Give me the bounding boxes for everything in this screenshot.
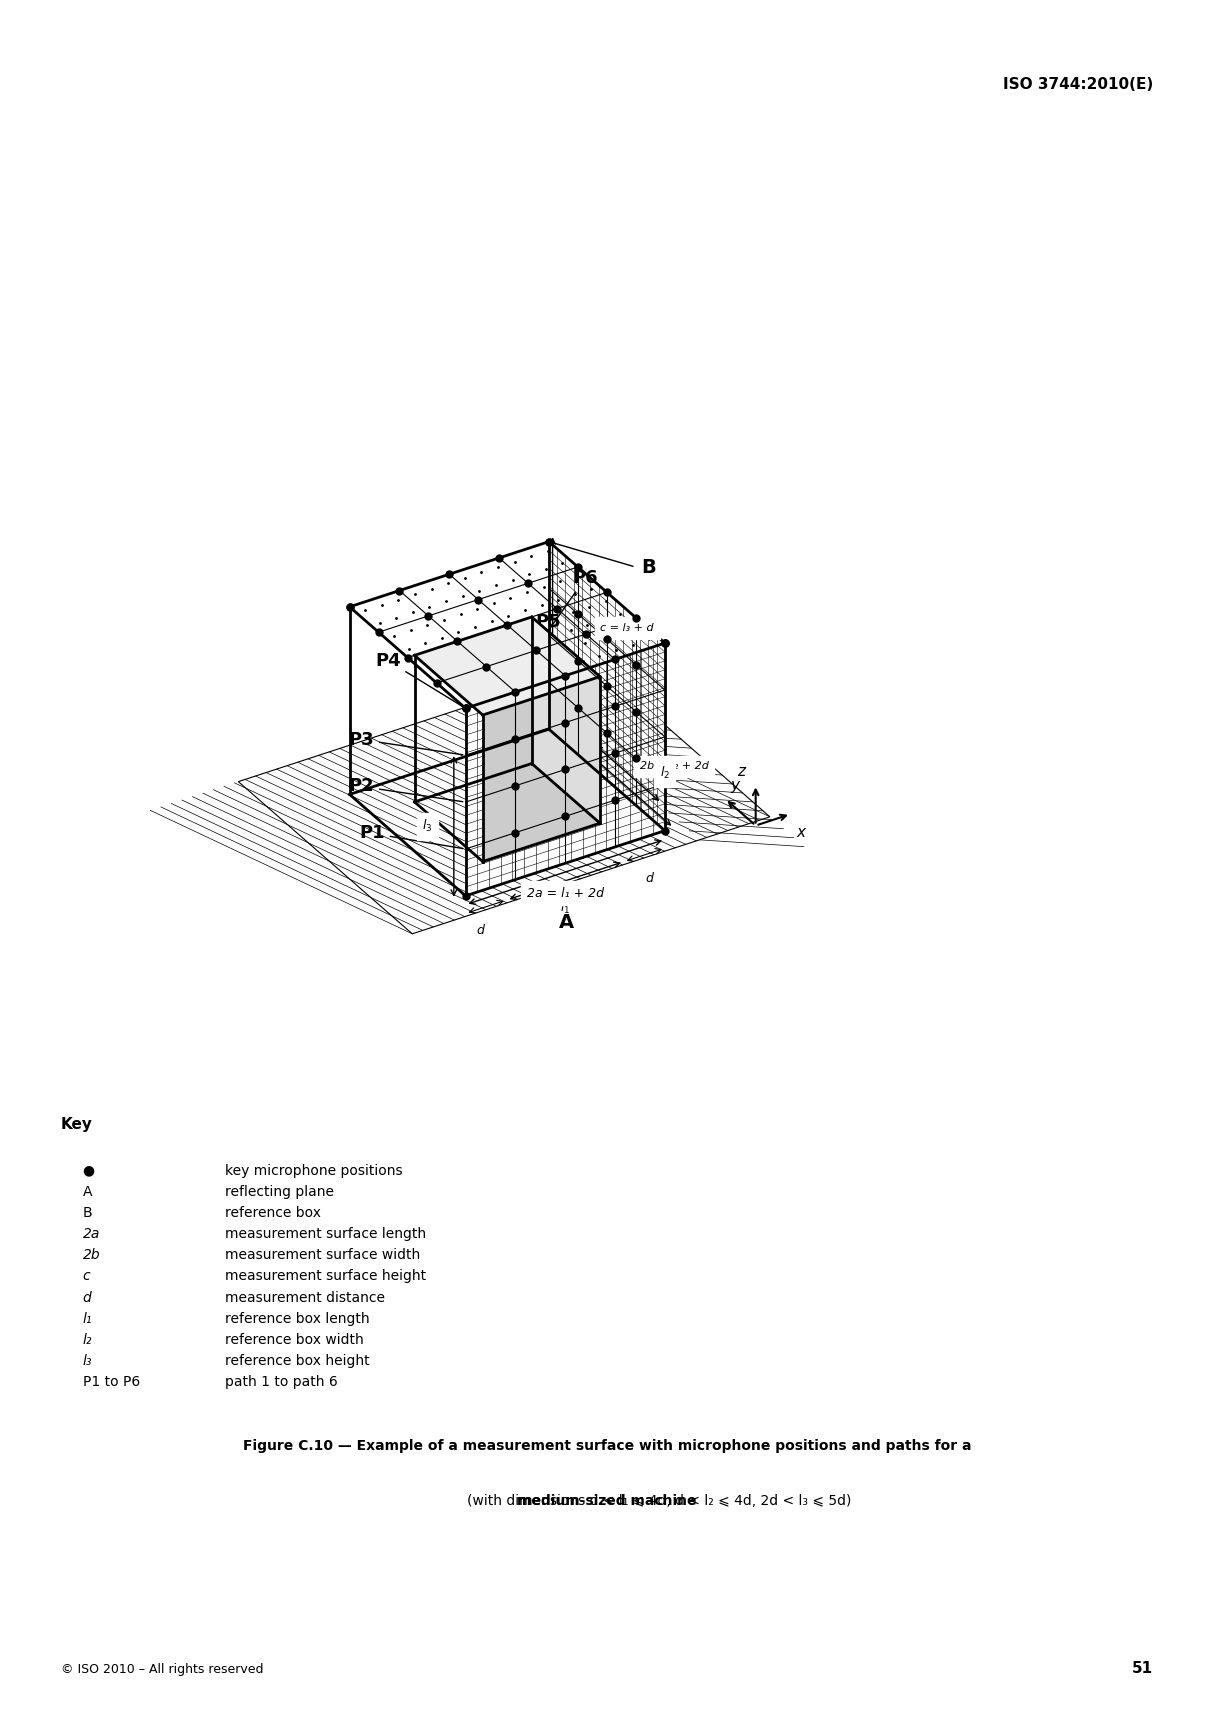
Text: $d$: $d$ [645, 872, 654, 885]
Polygon shape [414, 617, 600, 715]
Polygon shape [483, 677, 600, 861]
Text: reference box height: reference box height [225, 1355, 369, 1368]
Polygon shape [350, 541, 665, 708]
Text: y: y [731, 779, 739, 794]
Text: A: A [560, 913, 574, 932]
Text: (with dimensions d < l₁ ⩽ 4d, d < l₂ ⩽ 4d, 2d < l₃ ⩽ 5d): (with dimensions d < l₁ ⩽ 4d, d < l₂ ⩽ 4… [362, 1494, 852, 1508]
Text: key microphone positions: key microphone positions [225, 1164, 402, 1178]
Text: reflecting plane: reflecting plane [225, 1184, 334, 1198]
Text: P1: P1 [359, 825, 463, 849]
Text: $l_3$: $l_3$ [422, 818, 432, 834]
Text: P3: P3 [348, 731, 463, 755]
Text: Key: Key [61, 1117, 92, 1133]
Text: l₂: l₂ [83, 1332, 92, 1348]
Text: $l_2$: $l_2$ [659, 765, 670, 780]
Text: ●: ● [83, 1164, 95, 1178]
Text: path 1 to path 6: path 1 to path 6 [225, 1375, 337, 1389]
Text: l₃: l₃ [83, 1355, 92, 1368]
Text: 2b = l₂ + 2d: 2b = l₂ + 2d [640, 762, 709, 772]
Text: l₁: l₁ [83, 1312, 92, 1325]
Polygon shape [238, 665, 770, 933]
Text: measurement distance: measurement distance [225, 1291, 385, 1305]
Text: x: x [796, 825, 805, 839]
Text: ISO 3744:2010(E): ISO 3744:2010(E) [1003, 77, 1153, 93]
Text: reference box length: reference box length [225, 1312, 369, 1325]
Text: medium-sized machine: medium-sized machine [517, 1494, 697, 1508]
Text: $l_1$: $l_1$ [560, 901, 571, 916]
Text: reference box width: reference box width [225, 1332, 363, 1348]
Text: measurement surface height: measurement surface height [225, 1269, 426, 1284]
Text: measurement surface width: measurement surface width [225, 1248, 420, 1262]
Text: 51: 51 [1133, 1661, 1153, 1676]
Text: $d$: $d$ [476, 923, 486, 937]
Text: Figure C.10 — Example of a measurement surface with microphone positions and pat: Figure C.10 — Example of a measurement s… [243, 1439, 971, 1453]
Text: P6: P6 [541, 569, 599, 639]
Text: A: A [83, 1184, 92, 1198]
Text: P5: P5 [535, 614, 561, 682]
Polygon shape [532, 617, 600, 823]
Text: © ISO 2010 – All rights reserved: © ISO 2010 – All rights reserved [61, 1662, 263, 1676]
Text: 2b: 2b [83, 1248, 101, 1262]
Text: measurement surface length: measurement surface length [225, 1227, 426, 1241]
Text: reference box: reference box [225, 1207, 320, 1220]
Text: B: B [83, 1207, 92, 1220]
Text: 2a = l₁ + 2d: 2a = l₁ + 2d [527, 887, 603, 899]
Text: P1 to P6: P1 to P6 [83, 1375, 140, 1389]
Text: 2a: 2a [83, 1227, 100, 1241]
Text: c = l₃ + d: c = l₃ + d [601, 622, 654, 633]
Text: z: z [737, 765, 745, 779]
Text: c: c [83, 1269, 90, 1284]
Text: d: d [83, 1291, 91, 1305]
Text: P4: P4 [375, 652, 464, 707]
Polygon shape [466, 643, 665, 896]
Text: B: B [641, 557, 656, 576]
Text: P2: P2 [348, 777, 463, 801]
Polygon shape [549, 541, 665, 830]
